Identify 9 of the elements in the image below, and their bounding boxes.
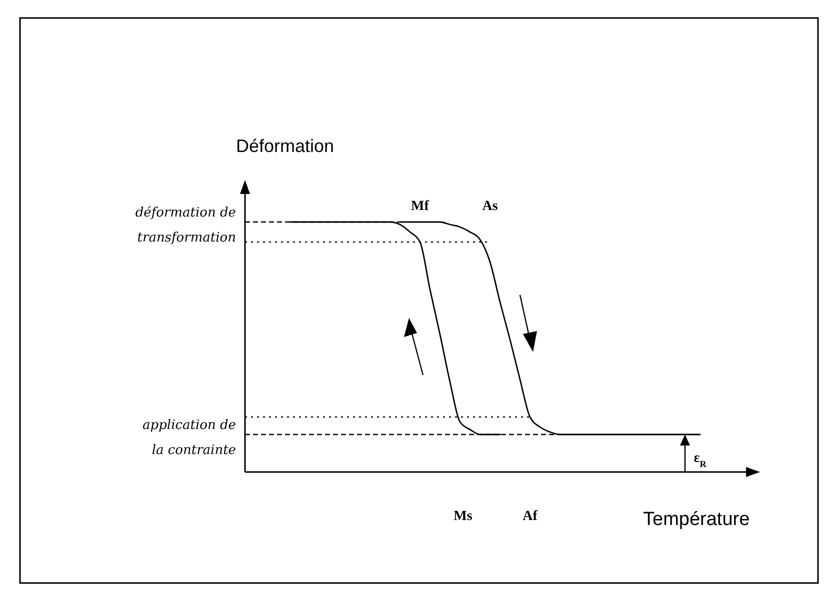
ref-line-label: déformation de transformation (135, 206, 236, 246)
ref-line-label: application de la contrainte (142, 418, 236, 458)
text: As (482, 199, 498, 214)
x-axis-title: Température (643, 509, 750, 530)
annotation: ε$_{R}$ (694, 451, 707, 469)
text: Mf (411, 199, 430, 214)
text: Ms (454, 509, 473, 524)
text: Af (522, 509, 538, 524)
y-axis-title: Déformation (236, 136, 334, 156)
